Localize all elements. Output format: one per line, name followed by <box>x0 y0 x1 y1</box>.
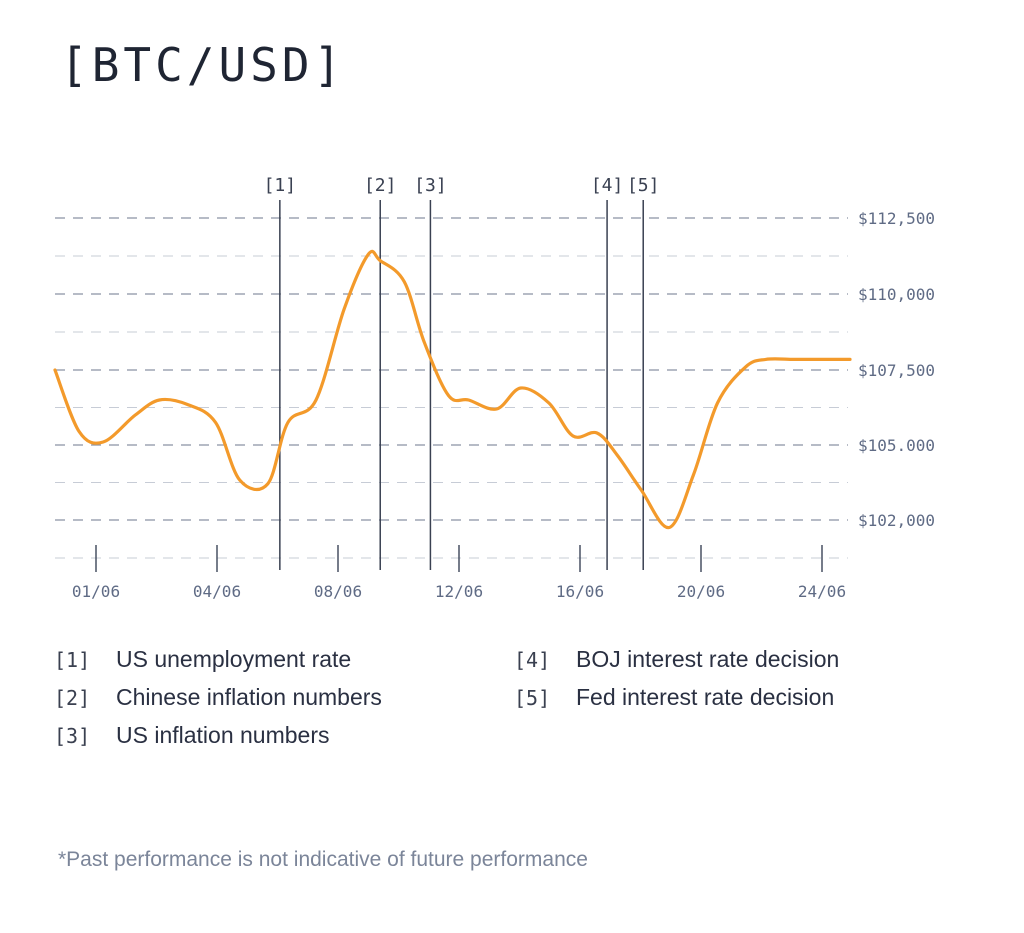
legend-text: US unemployment rate <box>116 646 352 672</box>
x-tick-label: 04/06 <box>193 582 241 601</box>
y-tick-label: $107,500 <box>858 361 935 380</box>
legend-left: [1] US unemployment rate [2] Chinese infla… <box>54 640 382 754</box>
legend-right: [4] BOJ interest rate decision [5] Fed int… <box>514 640 839 716</box>
event-label: [4] <box>591 175 624 196</box>
legend-item-1: [1] US unemployment rate <box>54 640 382 678</box>
y-tick-label: $102,000 <box>858 511 935 530</box>
price-line <box>53 249 852 530</box>
event-label: [3] <box>414 175 447 196</box>
y-tick-label: $110,000 <box>858 285 935 304</box>
legend-text: Fed interest rate decision <box>576 684 835 710</box>
legend-item-5: [5] Fed interest rate decision <box>514 678 839 716</box>
x-tick-label: 12/06 <box>435 582 483 601</box>
legend-text: US inflation numbers <box>116 722 330 748</box>
x-tick-label: 16/06 <box>556 582 604 601</box>
chart-title: [BTC/USD] <box>60 38 346 92</box>
btc-usd-line-chart: $112,500 $110,000 $107,500 $105.000 $102,000… <box>53 175 935 601</box>
legend-text: Chinese inflation numbers <box>116 684 382 710</box>
x-tick-label: 01/06 <box>72 582 120 601</box>
y-tick-label: $105.000 <box>858 436 935 455</box>
legend-item-4: [4] BOJ interest rate decision <box>514 640 839 678</box>
y-tick-label: $112,500 <box>858 209 935 228</box>
event-label: [1] <box>264 175 297 196</box>
legend-number: [3] <box>54 724 91 748</box>
x-tick-label: 24/06 <box>798 582 846 601</box>
x-tick-label: 08/06 <box>314 582 362 601</box>
legend-number: [5] <box>514 686 551 710</box>
event-label: [5] <box>627 175 660 196</box>
legend-item-2: [2] Chinese inflation numbers <box>54 678 382 716</box>
x-tick-label: 20/06 <box>677 582 725 601</box>
legend-number: [1] <box>54 648 91 672</box>
legend-item-3: [3] US inflation numbers <box>54 716 382 754</box>
legend-number: [2] <box>54 686 91 710</box>
disclaimer-footnote: *Past performance is not indicative of f… <box>58 848 588 871</box>
legend-number: [4] <box>514 648 551 672</box>
event-label: [2] <box>364 175 397 196</box>
legend-text: BOJ interest rate decision <box>576 646 840 672</box>
